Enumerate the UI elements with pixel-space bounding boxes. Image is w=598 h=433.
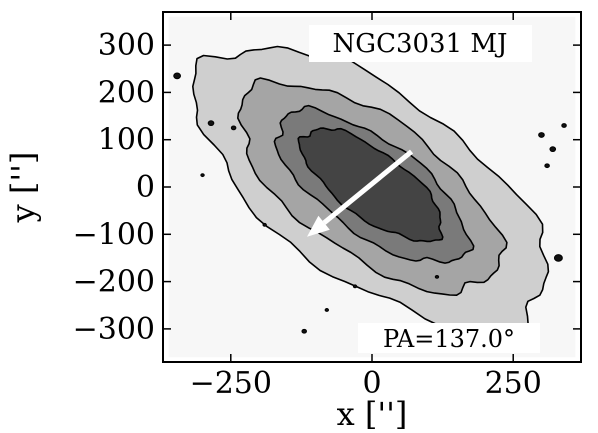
y-tick-label: 200 (98, 75, 155, 110)
pa-label-box (358, 323, 540, 353)
clump-12 (434, 274, 440, 279)
clumps (173, 72, 567, 334)
clump-11 (301, 328, 307, 334)
clump-13 (324, 308, 330, 312)
clump-1 (207, 120, 215, 127)
y-tick-label: 100 (98, 123, 155, 158)
arrow-shaft (322, 149, 414, 225)
clump-8 (200, 173, 205, 178)
clump-7 (553, 254, 563, 262)
y-tick-label: 300 (98, 28, 155, 63)
x-tick-label: 0 (362, 366, 381, 401)
y-axis-ticks: −300 −200 −100 0 100 200 300 (73, 28, 581, 347)
clump-3 (538, 132, 545, 138)
x-tick-label: −250 (190, 366, 272, 401)
y-tick-label: −100 (73, 217, 155, 252)
clump-10 (352, 284, 358, 289)
clump-6 (544, 163, 550, 169)
clump-4 (549, 146, 557, 153)
pa-label: PA=137.0° (383, 325, 515, 353)
position-angle-arrow (307, 149, 414, 237)
y-tick-label: −200 (73, 265, 155, 300)
arrow-head (307, 215, 330, 237)
clump-5 (561, 123, 567, 128)
x-axis-ticks: −250 0 250 (190, 12, 542, 401)
y-tick-label: −300 (73, 312, 155, 347)
x-axis-label: x [''] (337, 395, 408, 433)
clump-2 (230, 125, 237, 131)
galaxy-label: NGC3031 MJ (333, 29, 508, 59)
clump-9 (262, 222, 267, 227)
galaxy-label-box (309, 25, 532, 62)
y-axis-label: y [''] (4, 152, 42, 224)
y-tick-label: 0 (136, 170, 155, 205)
x-tick-label: 250 (485, 366, 542, 401)
clump-0 (173, 72, 182, 80)
